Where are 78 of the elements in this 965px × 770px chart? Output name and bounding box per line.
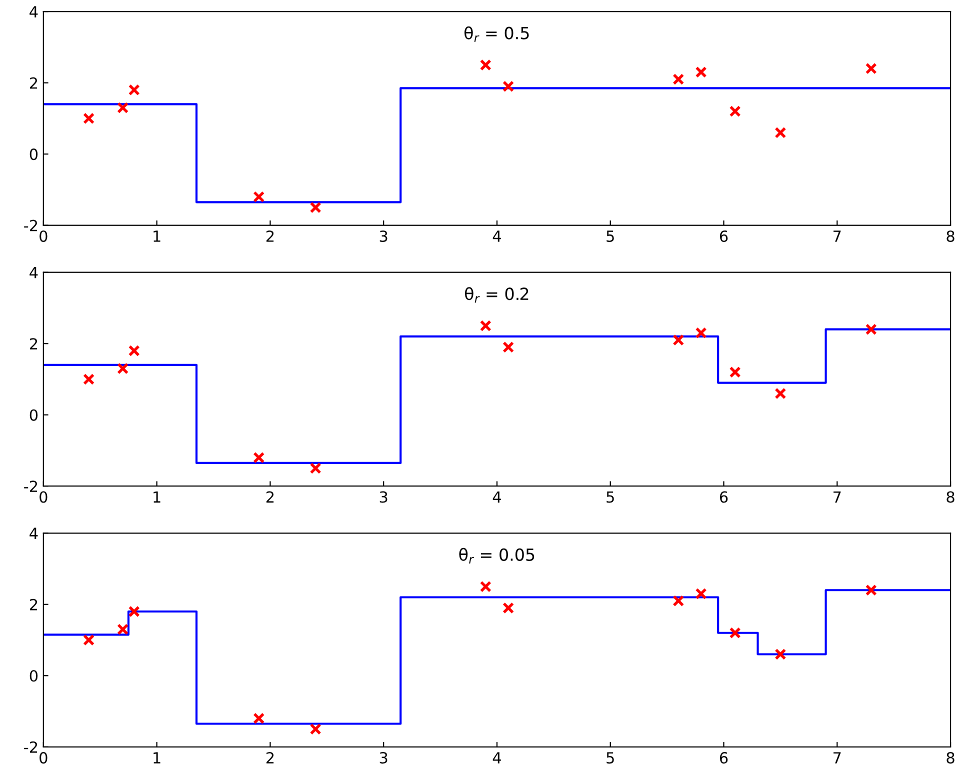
x-tick-label: 5 <box>606 230 614 242</box>
x-tick-label: 8 <box>946 230 954 242</box>
x-tick-label: 1 <box>154 230 160 242</box>
y-tick-label: 0 <box>30 670 38 682</box>
x-tick-label: 0 <box>40 752 48 764</box>
point <box>128 344 140 357</box>
point <box>128 84 140 96</box>
point <box>480 59 492 71</box>
point <box>310 462 322 474</box>
point <box>672 595 684 607</box>
point <box>729 627 741 639</box>
point <box>865 62 877 74</box>
point <box>502 80 514 92</box>
x-tick-label: 5 <box>606 491 614 503</box>
y-tick-label: 4 <box>30 6 38 18</box>
point <box>729 106 741 118</box>
x-tick-label: 0 <box>40 491 48 503</box>
x-tick-label: 3 <box>380 752 388 764</box>
y-tick-label: -2 <box>24 741 38 753</box>
point <box>310 723 322 735</box>
x-tick-label: 6 <box>720 752 728 764</box>
x-tick-label: 0 <box>40 230 48 242</box>
point <box>502 341 514 353</box>
point <box>480 580 492 592</box>
point <box>774 388 786 400</box>
x-tick-label: 8 <box>946 752 954 764</box>
x-tick-label: 7 <box>834 230 841 242</box>
y-tick-label: 0 <box>30 409 38 421</box>
x-tick-label: 1 <box>154 752 160 764</box>
x-tick-label: 3 <box>380 491 388 503</box>
x-tick-label: 4 <box>492 230 501 242</box>
x-tick-label: 4 <box>492 491 501 503</box>
point <box>117 362 129 374</box>
text: θ$_{r}$ = 0.05 <box>459 548 534 564</box>
x-tick-label: 6 <box>720 230 728 242</box>
y-tick-label: -2 <box>24 220 38 232</box>
x-tick-label: 7 <box>834 752 841 764</box>
y-tick-label: -2 <box>24 480 38 492</box>
x-tick-label: 1 <box>154 491 160 503</box>
point <box>253 452 265 464</box>
point <box>83 634 95 646</box>
y-tick-label: 4 <box>30 528 38 539</box>
point <box>253 712 265 724</box>
y-tick-label: 0 <box>30 148 38 160</box>
text: θ$_{r}$ = 0.2 <box>464 287 528 303</box>
point <box>253 191 265 203</box>
point <box>695 588 707 600</box>
x-tick-label: 7 <box>834 491 841 503</box>
point <box>774 126 786 138</box>
point <box>865 584 877 596</box>
point <box>774 648 786 660</box>
point <box>83 112 95 124</box>
x-tick-label: 4 <box>492 752 501 764</box>
y-tick-label: 2 <box>30 77 38 89</box>
x-tick-label: 6 <box>720 491 728 503</box>
x-tick-label: 8 <box>946 491 954 503</box>
point <box>480 320 492 332</box>
point <box>117 102 129 114</box>
point <box>695 327 707 339</box>
point <box>865 324 877 336</box>
x-tick-label: 2 <box>266 491 274 503</box>
x-tick-label: 2 <box>266 752 274 764</box>
y-tick-label: 2 <box>30 338 38 350</box>
point <box>695 66 707 78</box>
point <box>117 624 129 636</box>
x-tick-label: 5 <box>606 752 614 764</box>
x-tick-label: 2 <box>266 230 274 242</box>
point <box>83 373 95 386</box>
point <box>128 606 140 618</box>
point <box>672 334 684 346</box>
point <box>672 73 684 86</box>
point <box>502 602 514 614</box>
point <box>729 366 741 378</box>
x-tick-label: 3 <box>380 230 388 242</box>
point <box>310 202 322 214</box>
y-tick-label: 2 <box>30 598 38 610</box>
text: θ$_{r}$ = 0.5 <box>464 26 529 42</box>
y-tick-label: 4 <box>30 267 38 278</box>
